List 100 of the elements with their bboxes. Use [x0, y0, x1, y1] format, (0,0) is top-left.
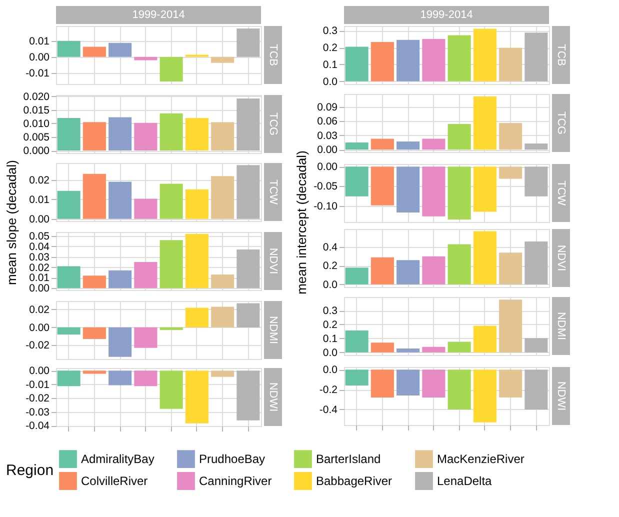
- bar: [160, 56, 183, 82]
- bar: [236, 165, 260, 219]
- bar: [211, 274, 234, 288]
- y-tick-label: 0.01: [29, 35, 50, 48]
- y-tick-label: 0.2: [322, 260, 338, 272]
- bar: [370, 42, 394, 82]
- bar: [473, 96, 496, 150]
- legend-label: LenaDelta: [437, 474, 492, 488]
- bar: [524, 143, 548, 150]
- bar: [345, 268, 368, 284]
- y-tick-label: 0.0: [322, 364, 338, 376]
- bar: [473, 326, 496, 352]
- bar: [57, 40, 80, 57]
- y-tick-label: 0.00: [29, 322, 50, 334]
- bar: [499, 48, 522, 82]
- y2-axis-title: NDVI: [555, 244, 567, 272]
- bar: [82, 327, 106, 339]
- y-tick-label: -0.04: [26, 420, 50, 432]
- bar: [422, 138, 446, 150]
- bar: [236, 250, 260, 288]
- legend-label: AdmiralityBay: [81, 452, 154, 466]
- bar: [160, 113, 183, 151]
- y-tick-label: 0.015: [23, 104, 50, 116]
- bar: [345, 330, 368, 352]
- y2-axis-title: TCG: [555, 111, 567, 135]
- y2-axis-title: NDWI: [267, 382, 279, 412]
- bar: [499, 123, 522, 150]
- bar: [370, 342, 394, 352]
- bar: [499, 252, 522, 284]
- bar: [82, 46, 106, 57]
- bar: [345, 46, 368, 82]
- bar: [82, 174, 106, 219]
- bar: [370, 138, 394, 150]
- bar: [473, 231, 496, 284]
- y-axis-title: mean intercept (decadal): [294, 150, 309, 294]
- bar: [57, 266, 80, 288]
- bar: [160, 327, 183, 330]
- y-tick-label: 0.02: [29, 304, 50, 316]
- bar: [108, 182, 132, 219]
- y-tick-label: 0.005: [23, 132, 50, 144]
- y-tick-label: 0.00: [29, 213, 50, 226]
- y-tick-label: 0.04: [29, 240, 50, 253]
- chart-title: 1999-2014: [132, 9, 185, 21]
- y2-axis-title: TCB: [555, 44, 567, 66]
- y-tick-label: -0.2: [319, 384, 338, 396]
- bar: [448, 124, 471, 150]
- y-tick-label: 0.020: [23, 90, 50, 103]
- y2-axis-title: TCW: [267, 179, 279, 206]
- bar: [396, 348, 420, 352]
- bar: [211, 122, 234, 151]
- legend-label: CanningRiver: [199, 474, 272, 488]
- y-tick-label: 0.03: [29, 251, 50, 264]
- bar: [108, 42, 132, 57]
- y-tick-label: 0.1: [322, 58, 338, 71]
- bar: [422, 38, 446, 82]
- y-tick-label: -0.10: [314, 200, 338, 212]
- y-tick-label: 0.03: [317, 130, 338, 142]
- y2-axis-title: NDVI: [267, 248, 279, 274]
- y-tick-label: 0.02: [29, 174, 50, 186]
- y-tick-label: -0.05: [314, 180, 338, 193]
- bar: [396, 260, 420, 284]
- y-tick-label: 0.2: [322, 42, 338, 54]
- y-tick-label: 0.00: [317, 144, 338, 156]
- y-tick-label: 0.00: [29, 282, 50, 295]
- bar: [524, 241, 548, 284]
- y2-axis-title: NDMI: [555, 312, 567, 340]
- y-tick-label: 0.00: [317, 161, 338, 174]
- bar: [82, 122, 106, 151]
- y-tick-label: 0.01: [29, 272, 50, 284]
- bar: [236, 98, 260, 151]
- bar: [524, 32, 548, 82]
- bar: [236, 303, 260, 328]
- y2-axis-title: TCW: [555, 180, 567, 206]
- bar: [211, 56, 234, 63]
- y-tick-label: 0.3: [322, 25, 338, 38]
- bar: [82, 276, 106, 288]
- legend-label: PrudhoeBay: [199, 452, 266, 466]
- y2-axis-title: NDWI: [555, 381, 567, 411]
- y-tick-label: 0.0: [322, 346, 338, 359]
- bar: [473, 28, 496, 82]
- y-tick-label: 0.4: [322, 242, 338, 254]
- y2-axis-title: TCG: [267, 112, 279, 136]
- bar: [236, 28, 260, 57]
- y-tick-label: 0.02: [29, 262, 50, 274]
- y-tick-label: 0.0: [322, 278, 338, 291]
- legend-label: ColvilleRiver: [81, 474, 148, 488]
- bar: [57, 190, 80, 219]
- y-tick-label: -0.01: [26, 378, 50, 391]
- y-tick-label: -0.02: [26, 392, 50, 405]
- bar: [108, 117, 132, 151]
- y-tick-label: -0.02: [26, 340, 50, 352]
- bar: [185, 308, 208, 328]
- bar: [448, 35, 471, 82]
- bar: [211, 306, 234, 328]
- legend-label: MacKenzieRiver: [437, 452, 524, 466]
- bar: [160, 184, 183, 219]
- y2-axis-title: NDMI: [267, 316, 279, 344]
- y-tick-label: 0.0: [322, 76, 338, 88]
- y-tick-label: -0.4: [319, 404, 338, 416]
- bar: [422, 256, 446, 284]
